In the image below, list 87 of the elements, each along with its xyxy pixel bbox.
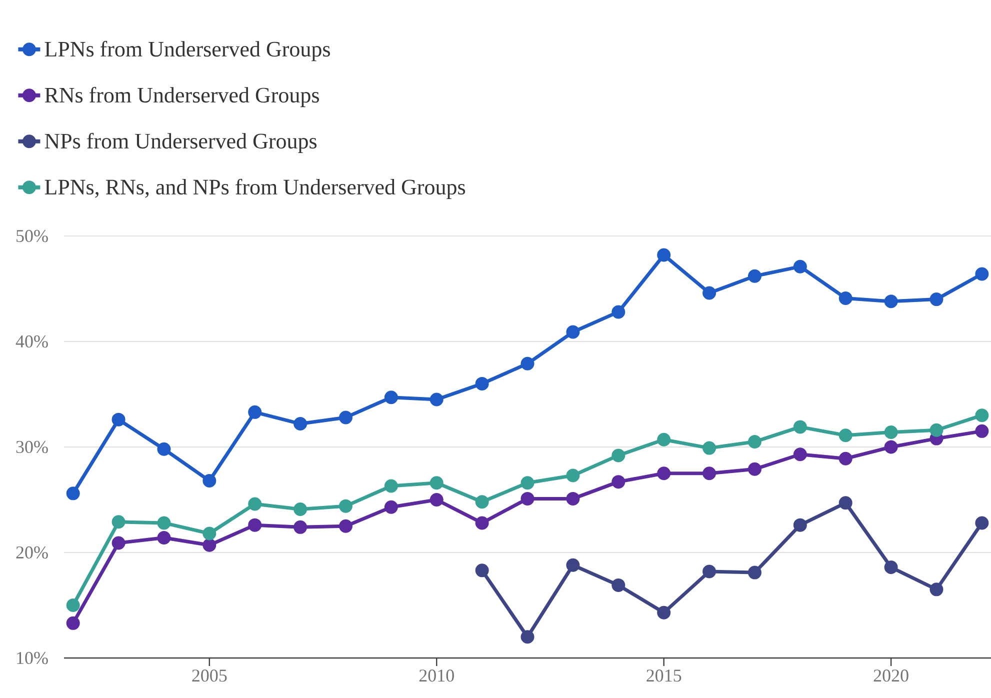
point [66, 598, 80, 612]
point [430, 392, 444, 406]
y-tick-label: 40% [16, 335, 48, 348]
point [112, 536, 126, 550]
point [702, 441, 716, 455]
point [657, 466, 671, 480]
point [202, 526, 216, 540]
point [520, 492, 534, 506]
point [793, 448, 807, 462]
point [657, 606, 671, 620]
point [66, 486, 80, 500]
point [384, 500, 398, 514]
point [612, 578, 626, 592]
point [338, 410, 352, 424]
point [566, 325, 580, 339]
point [612, 305, 626, 319]
point [338, 519, 352, 533]
point [657, 432, 671, 446]
point [475, 376, 489, 390]
point [66, 616, 80, 630]
point [930, 292, 944, 306]
point [612, 448, 626, 462]
legend-label: NPs from Underserved Groups [44, 132, 317, 154]
y-tick-label: 10% [17, 652, 48, 664]
point [793, 420, 807, 434]
legend-label: LPNs, RNs, and NPs from Underserved Groups [44, 178, 466, 200]
point [248, 405, 262, 419]
point [702, 466, 716, 480]
point [475, 495, 489, 509]
point [475, 516, 489, 530]
point [612, 475, 626, 489]
point [838, 452, 852, 466]
point [748, 434, 762, 448]
point [748, 462, 762, 476]
point [294, 520, 308, 534]
point [702, 564, 716, 578]
point [157, 442, 171, 456]
point [112, 412, 126, 426]
point [930, 582, 944, 596]
point [566, 492, 580, 506]
point [793, 518, 807, 532]
legend-label: RNs from Underserved Groups [44, 86, 319, 108]
point [430, 476, 444, 490]
point [884, 440, 898, 454]
point [884, 560, 898, 574]
y-tick-label: 50% [16, 230, 48, 242]
point [930, 423, 944, 437]
point [520, 630, 534, 644]
point [384, 479, 398, 493]
point [975, 516, 989, 530]
point [338, 499, 352, 513]
point [566, 468, 580, 482]
x-tick-label: 2015 [646, 670, 682, 682]
point [475, 564, 489, 578]
x-tick-label: 2010 [419, 670, 454, 682]
point [294, 417, 308, 431]
point [112, 515, 126, 529]
point [566, 558, 580, 572]
point [793, 260, 807, 274]
point [975, 408, 989, 422]
point [884, 425, 898, 439]
point [202, 474, 216, 488]
point [520, 356, 534, 370]
point [702, 286, 716, 300]
x-tick-label: 2005 [192, 670, 227, 682]
point [975, 424, 989, 438]
point [294, 502, 308, 516]
point [384, 390, 398, 404]
x-tick-label: 2020 [874, 670, 908, 682]
point [657, 248, 671, 262]
y-tick-label: 20% [16, 546, 48, 559]
point [748, 566, 762, 580]
point [884, 294, 898, 308]
point [520, 476, 534, 490]
legend-label: LPNs from Underserved Groups [44, 40, 330, 62]
point [202, 538, 216, 552]
point [975, 267, 989, 281]
point [248, 497, 262, 511]
point [838, 496, 852, 510]
point [157, 530, 171, 544]
point [838, 428, 852, 442]
point [248, 518, 262, 532]
point [157, 516, 171, 530]
point [430, 493, 444, 506]
y-tick-label: 30% [16, 440, 48, 454]
point [748, 269, 762, 283]
point [838, 291, 852, 305]
